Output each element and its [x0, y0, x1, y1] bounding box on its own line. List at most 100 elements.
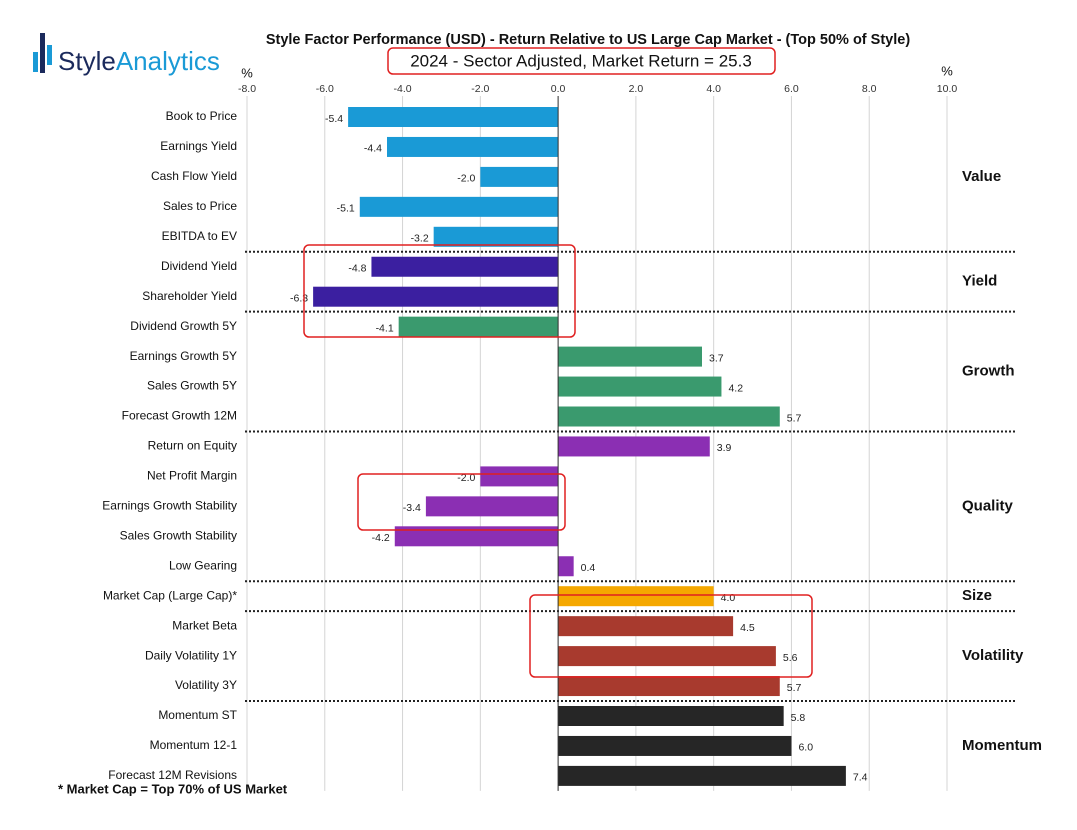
bar — [558, 376, 722, 397]
category-label: Earnings Growth Stability — [102, 499, 237, 513]
value-label: 4.5 — [740, 622, 755, 634]
group-label: Value — [962, 168, 1001, 185]
bar — [359, 196, 559, 217]
category-label: EBITDA to EV — [162, 229, 237, 243]
value-label: -6.3 — [290, 292, 308, 304]
value-label: 6.0 — [798, 742, 813, 754]
category-label: Earnings Yield — [160, 139, 237, 153]
bar — [425, 496, 559, 517]
bar — [558, 616, 734, 637]
chart-subtitle: 2024 - Sector Adjusted, Market Return = … — [410, 51, 752, 70]
x-tick-label: 4.0 — [706, 83, 721, 95]
value-label: 0.4 — [581, 562, 596, 574]
category-label: Dividend Yield — [161, 259, 237, 273]
x-tick-label: 8.0 — [862, 83, 877, 95]
logo-part: Analytics — [116, 46, 220, 76]
group-label: Growth — [962, 363, 1015, 380]
value-label: -5.1 — [337, 203, 355, 215]
value-label: 7.4 — [853, 772, 868, 784]
bar — [480, 166, 559, 187]
x-tick-label: 0.0 — [551, 83, 566, 95]
category-label: Shareholder Yield — [142, 289, 237, 303]
group-label: Volatility — [962, 647, 1024, 664]
category-label: Sales to Price — [163, 199, 237, 213]
category-label: Book to Price — [166, 109, 238, 123]
group-label: Quality — [962, 497, 1014, 514]
x-tick-label: 2.0 — [629, 83, 644, 95]
value-label: -4.2 — [372, 532, 390, 544]
category-label: Return on Equity — [148, 439, 237, 453]
value-label: 4.0 — [721, 592, 736, 604]
bar — [398, 316, 559, 337]
value-label: -2.0 — [457, 173, 475, 185]
highlight-box — [303, 244, 576, 338]
category-label: Cash Flow Yield — [151, 169, 237, 183]
bar — [558, 346, 702, 367]
category-label: Low Gearing — [169, 558, 237, 572]
category-label: Market Beta — [172, 618, 237, 632]
x-tick-label: -8.0 — [238, 83, 256, 95]
value-label: 5.8 — [791, 712, 806, 724]
group-label: Size — [962, 587, 992, 604]
category-label: Dividend Growth 5Y — [130, 319, 237, 333]
footnote: * Market Cap = Top 70% of US Market — [58, 781, 288, 796]
value-label: -5.4 — [325, 113, 343, 125]
category-label: Net Profit Margin — [147, 469, 237, 483]
highlight-box — [529, 594, 813, 678]
plot: Book to Price -5.4 Earnings Yield -4.4 Cash … — [102, 96, 1042, 791]
highlight-box — [387, 47, 776, 75]
group-label: Momentum — [962, 737, 1042, 754]
bar — [348, 107, 559, 127]
value-label: 5.7 — [787, 412, 802, 424]
logo: StyleAnalytics — [58, 46, 220, 76]
x-tick-label: 10.0 — [937, 83, 958, 95]
bar — [558, 765, 846, 786]
value-label: 4.2 — [728, 382, 743, 394]
value-label: -2.0 — [457, 472, 475, 484]
logo-mark — [33, 33, 52, 73]
chart-title: Style Factor Performance (USD) - Return … — [266, 32, 910, 48]
axis-unit: % — [941, 63, 953, 78]
x-tick-label: -2.0 — [471, 83, 489, 95]
bar — [371, 256, 559, 277]
value-label: -4.1 — [376, 322, 394, 334]
value-label: 5.7 — [787, 682, 802, 694]
category-label: Momentum 12-1 — [150, 738, 238, 752]
bar — [558, 556, 574, 577]
highlight-box — [357, 473, 566, 531]
value-label: 3.9 — [717, 442, 732, 454]
axis-unit: % — [241, 65, 253, 80]
category-label: Earnings Growth 5Y — [130, 349, 237, 363]
bar — [558, 406, 780, 427]
logo-part: Style — [58, 46, 116, 76]
value-label: -4.8 — [348, 263, 366, 275]
category-label: Market Cap (Large Cap)* — [103, 588, 237, 602]
bar — [480, 466, 559, 487]
bar — [558, 586, 714, 607]
bar — [313, 286, 559, 307]
bar — [394, 526, 559, 547]
x-tick-label: -6.0 — [316, 83, 334, 95]
category-label: Sales Growth Stability — [120, 528, 237, 542]
bar — [558, 646, 776, 667]
category-label: Forecast Growth 12M — [122, 409, 237, 423]
category-label: Volatility 3Y — [175, 678, 237, 692]
x-tick-label: 6.0 — [784, 83, 799, 95]
value-label: 3.7 — [709, 352, 724, 364]
value-label: -3.2 — [411, 233, 429, 245]
bar — [558, 735, 792, 756]
category-label: Momentum ST — [158, 708, 237, 722]
x-tick-label: -4.0 — [394, 83, 412, 95]
value-label: 5.6 — [783, 652, 798, 664]
bar — [558, 436, 710, 457]
bar — [558, 676, 780, 697]
category-label: Daily Volatility 1Y — [145, 648, 237, 662]
category-label: Sales Growth 5Y — [147, 379, 237, 393]
value-label: -4.4 — [364, 143, 382, 155]
bar — [387, 136, 559, 157]
category-label: Forecast 12M Revisions — [108, 768, 237, 782]
group-label: Yield — [962, 273, 997, 290]
value-label: -3.4 — [403, 502, 421, 514]
bar — [433, 226, 559, 247]
